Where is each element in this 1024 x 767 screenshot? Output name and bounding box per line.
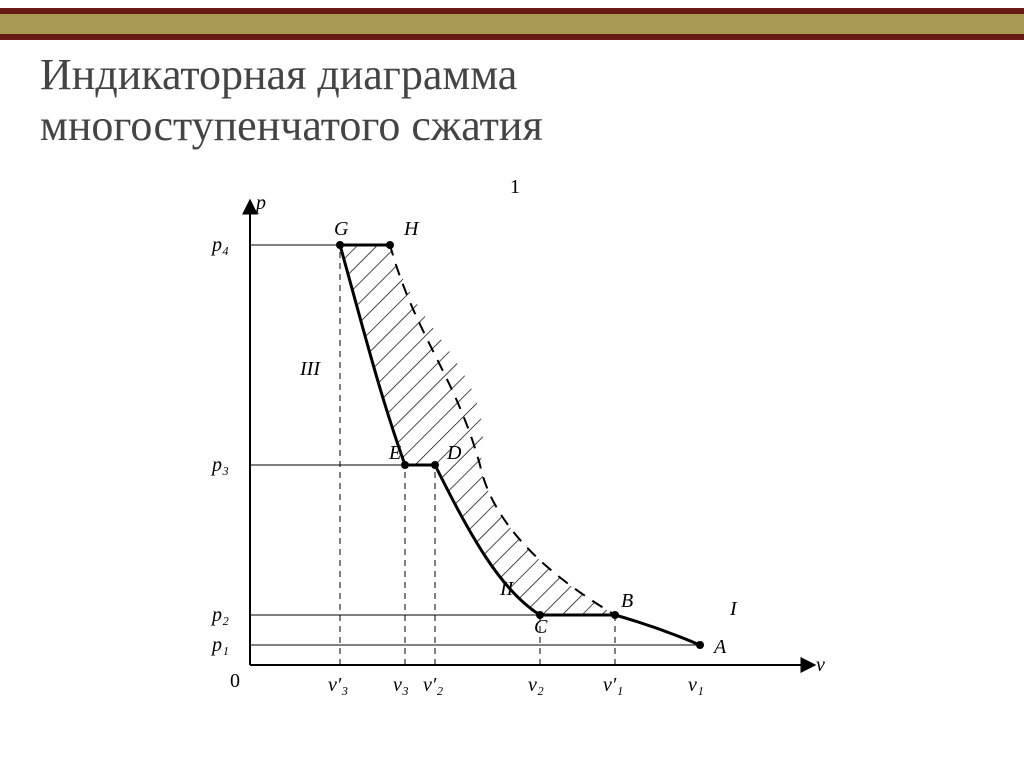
origin-label: 0 xyxy=(230,670,240,692)
xlabel-v3p: v′₃ xyxy=(328,674,348,696)
label-point-C: C xyxy=(534,616,548,638)
point-A xyxy=(696,641,704,649)
diagram-svg: ABCDEGHp₁p₂p₃p₄v′₃v₃v′₂v₂v′₁v₁pv01IIIIII xyxy=(170,175,870,735)
title-line-1: Индикаторная диаграмма xyxy=(40,50,517,99)
xlabel-v2p: v′₂ xyxy=(423,674,443,696)
axis-label-v: v xyxy=(816,654,825,676)
xlabel-v1: v₁ xyxy=(688,674,704,696)
ylabel-p1: p₁ xyxy=(210,634,229,656)
point-D xyxy=(431,461,439,469)
ylabel-p3: p₃ xyxy=(210,454,229,476)
label-point-E: E xyxy=(388,442,401,464)
band-inner xyxy=(0,14,1024,34)
label-point-H: H xyxy=(403,218,420,240)
xlabel-v2: v₂ xyxy=(528,674,544,696)
xlabel-v1p: v′₁ xyxy=(603,674,623,696)
curve-AB xyxy=(615,615,700,645)
point-H xyxy=(386,241,394,249)
label-point-G: G xyxy=(334,218,349,240)
top-center-label: 1 xyxy=(510,176,520,198)
xlabel-v3: v₃ xyxy=(393,674,409,696)
point-B xyxy=(611,611,619,619)
label-point-B: B xyxy=(621,590,633,612)
hatched-region xyxy=(170,175,870,735)
ylabel-p2: p₂ xyxy=(210,604,229,626)
point-E xyxy=(401,461,409,469)
label-point-A: A xyxy=(712,636,727,658)
stage-label-II: II xyxy=(499,578,515,600)
axis-label-p: p xyxy=(254,192,266,214)
point-G xyxy=(336,241,344,249)
page-title: Индикаторная диаграмма многоступенчатого… xyxy=(40,50,543,151)
pv-diagram: ABCDEGHp₁p₂p₃p₄v′₃v₃v′₂v₂v′₁v₁pv01IIIIII xyxy=(170,175,870,735)
title-line-2: многоступенчатого сжатия xyxy=(40,101,543,150)
label-point-D: D xyxy=(446,442,462,464)
stage-label-I: I xyxy=(729,598,738,620)
stage-label-III: III xyxy=(299,358,321,380)
ylabel-p4: p₄ xyxy=(210,234,229,256)
